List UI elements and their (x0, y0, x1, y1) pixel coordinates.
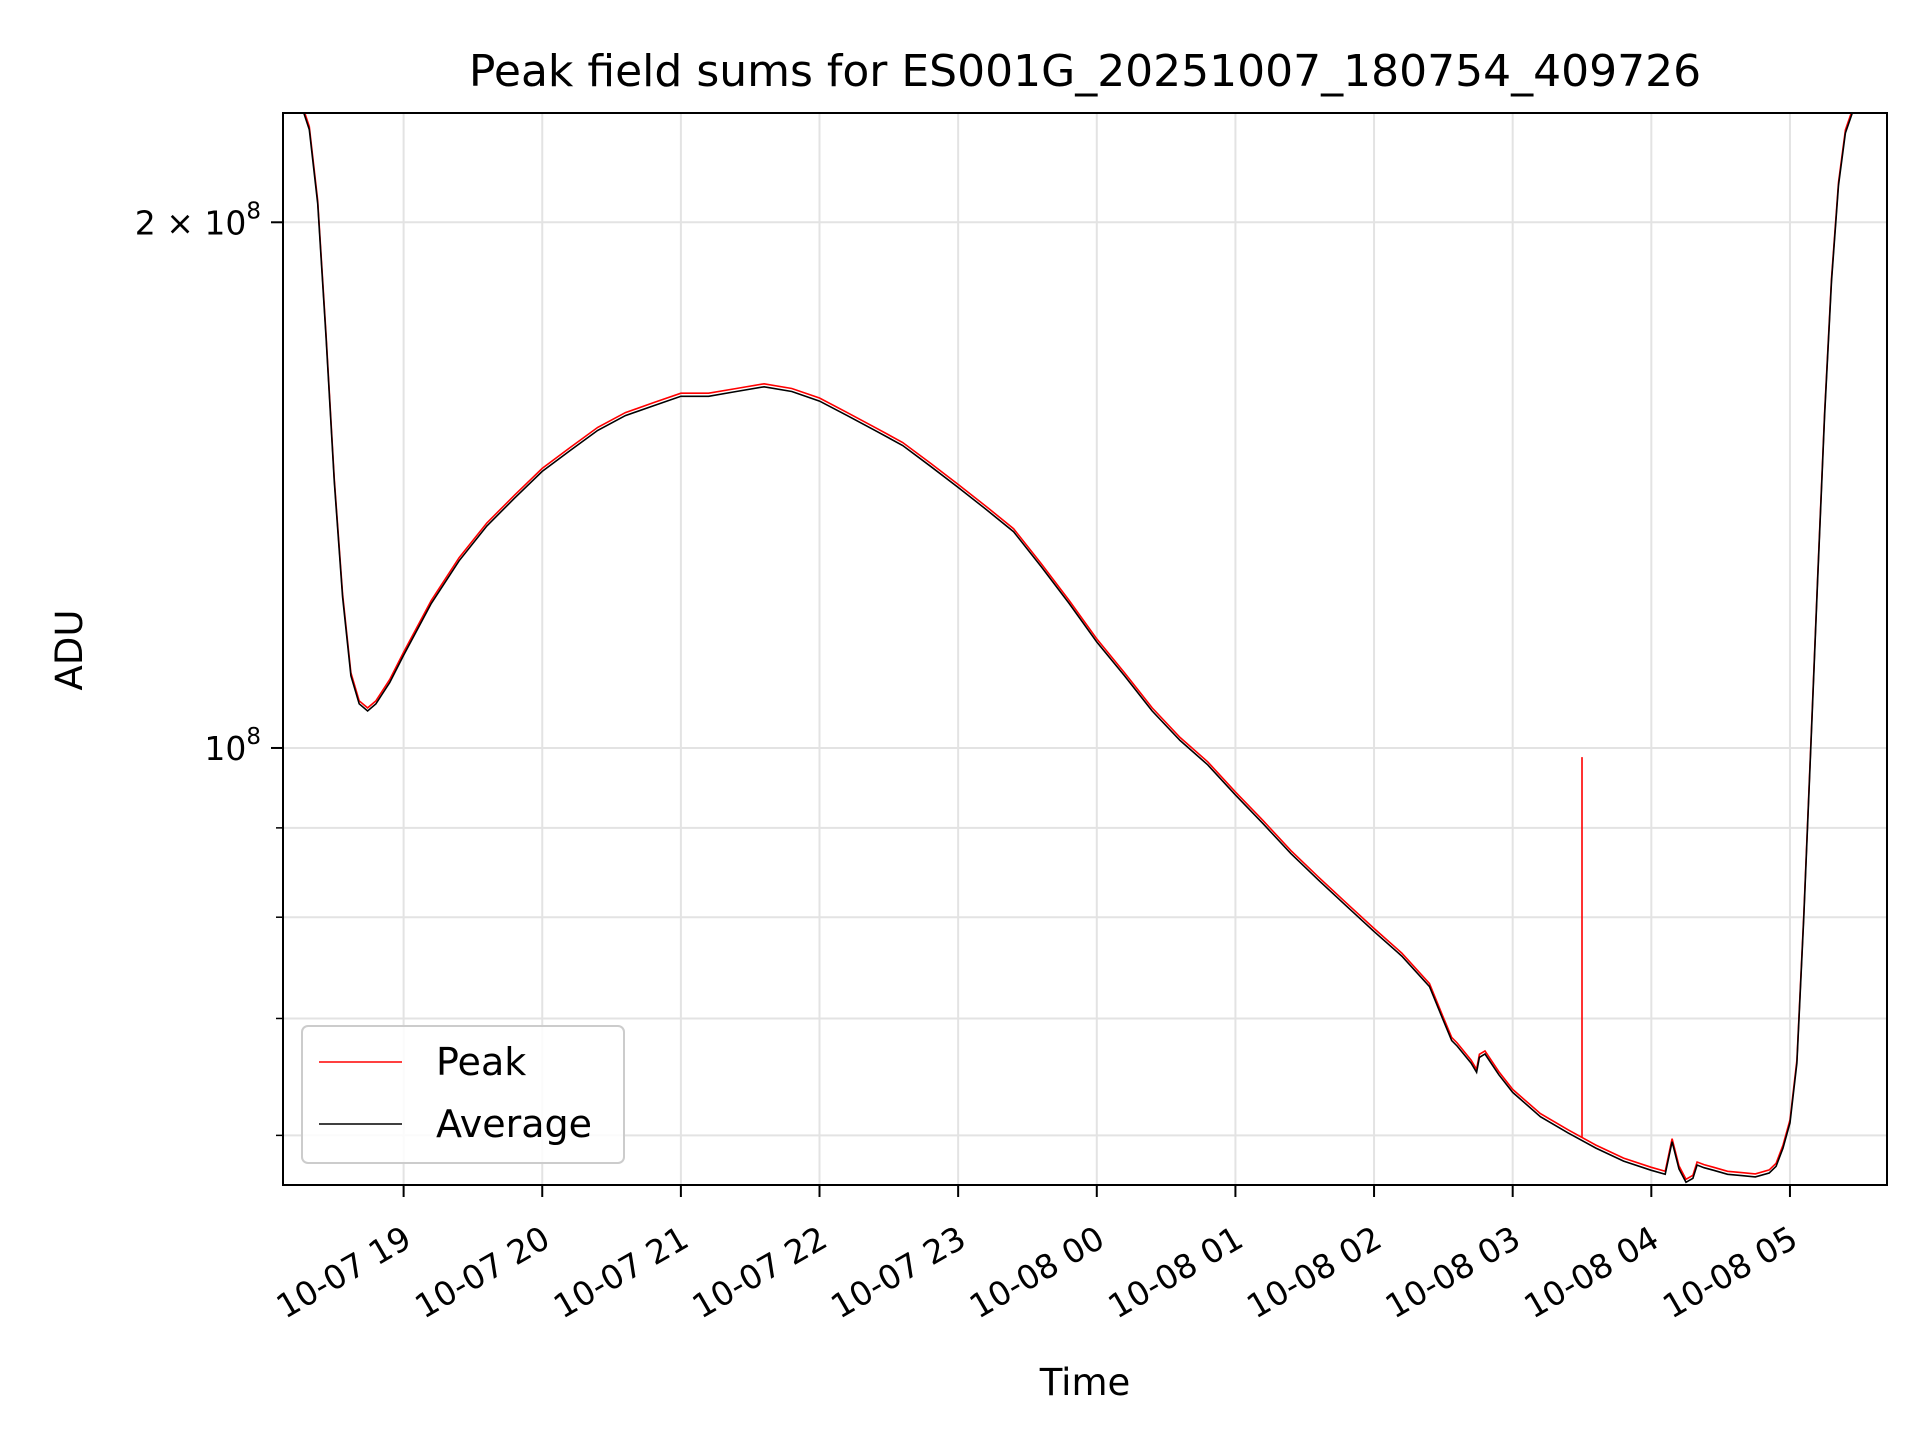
y-tick-label-exponent: 8 (246, 198, 261, 224)
average-line (283, 113, 1887, 1184)
chart-title: Peak field sums for ES001G_20251007_1807… (469, 46, 1701, 97)
series-group (283, 113, 1887, 1184)
legend-box (301, 1025, 625, 1164)
y-tick-label: 2 × 108 (135, 198, 261, 242)
grid (283, 113, 1887, 1185)
legend-peak-label: Peak (436, 1040, 526, 1084)
legend-average-label: Average (436, 1102, 592, 1146)
legend: Peak Average (301, 1025, 625, 1164)
y-tick-label-base: 2 × 10 (135, 203, 247, 242)
y-tick-label-exponent: 8 (246, 724, 261, 750)
y-tick-label-base: 10 (204, 729, 246, 768)
y-axis-title: ADU (48, 610, 91, 691)
plot-frame (282, 112, 1888, 1186)
y-tick-label: 108 (204, 724, 261, 768)
peak-line (303, 113, 1853, 1181)
x-axis-title: Time (1039, 1361, 1131, 1404)
